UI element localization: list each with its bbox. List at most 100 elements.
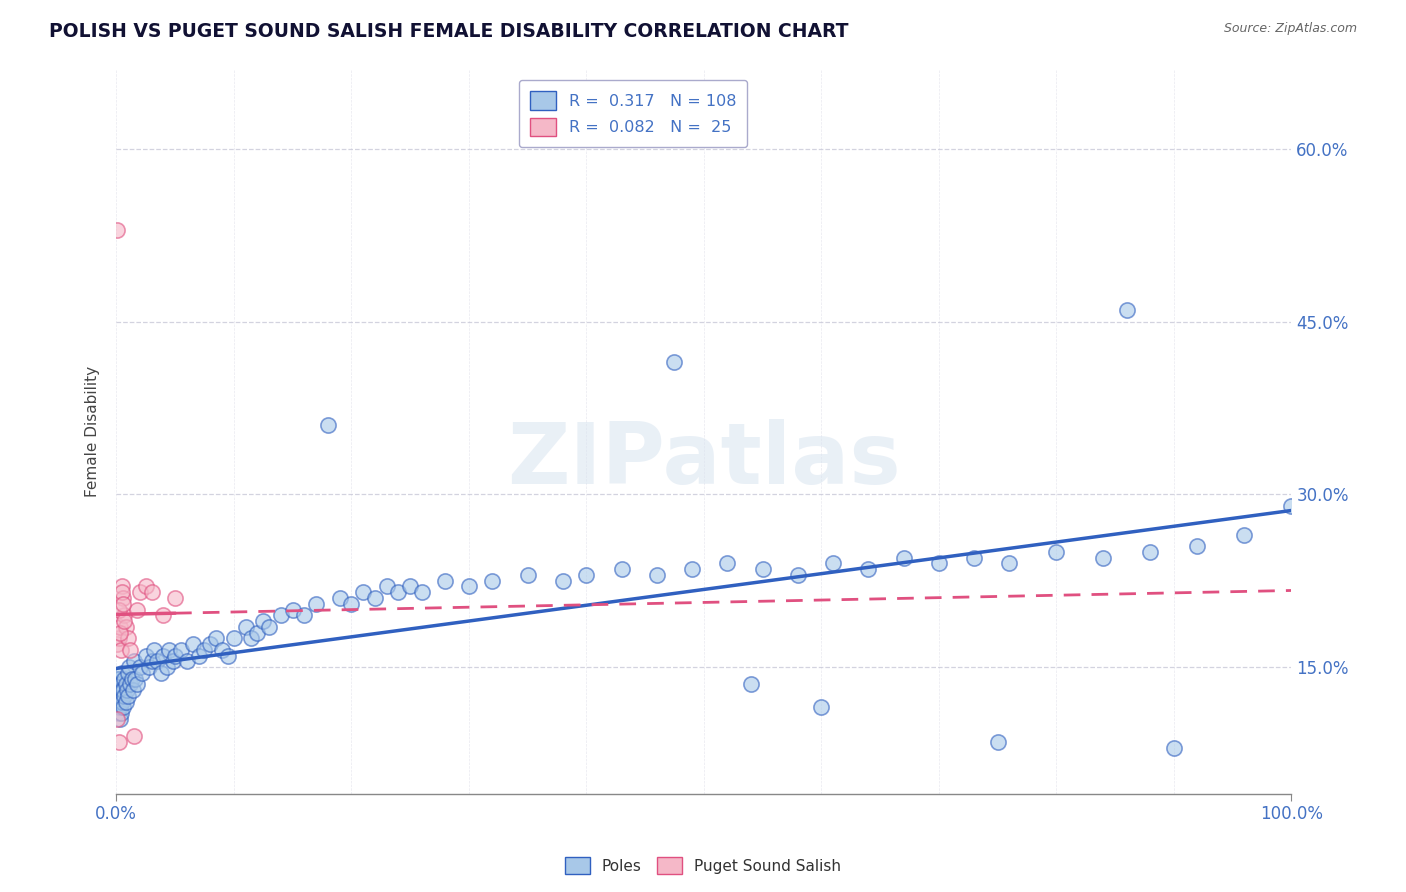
Point [117, 632, 139, 646]
Point [575, 568, 598, 582]
Point [107, 672, 129, 686]
Point [110, 677, 132, 691]
Point [110, 689, 132, 703]
Point [107, 700, 129, 714]
Point [107, 632, 129, 646]
Point [111, 683, 134, 698]
Point [138, 660, 160, 674]
Point [111, 665, 134, 680]
Point [205, 632, 228, 646]
Text: ZIPatlas: ZIPatlas [508, 418, 901, 501]
Point [375, 579, 398, 593]
Point [115, 683, 138, 698]
Point [135, 579, 157, 593]
Point [305, 597, 328, 611]
Point [112, 683, 135, 698]
Y-axis label: Female Disability: Female Disability [86, 366, 100, 497]
Point [1092, 550, 1115, 565]
Point [114, 620, 136, 634]
Point [163, 648, 186, 663]
Point [112, 591, 135, 605]
Point [1187, 539, 1209, 553]
Point [751, 562, 773, 576]
Point [146, 654, 169, 668]
Point [998, 557, 1021, 571]
Point [481, 574, 503, 588]
Point [329, 591, 352, 605]
Point [246, 625, 269, 640]
Point [117, 689, 139, 703]
Point [1233, 527, 1256, 541]
Point [110, 706, 132, 720]
Point [217, 648, 239, 663]
Point [1116, 303, 1139, 318]
Point [352, 585, 374, 599]
Point [114, 695, 136, 709]
Point [120, 642, 142, 657]
Point [1045, 545, 1067, 559]
Point [193, 642, 215, 657]
Point [108, 695, 131, 709]
Point [399, 579, 422, 593]
Point [107, 222, 129, 236]
Point [141, 654, 163, 668]
Point [107, 735, 129, 749]
Point [114, 608, 136, 623]
Point [364, 591, 387, 605]
Point [114, 689, 136, 703]
Point [858, 562, 880, 576]
Point [141, 585, 163, 599]
Point [240, 632, 263, 646]
Point [111, 579, 134, 593]
Point [211, 642, 233, 657]
Point [135, 648, 157, 663]
Point [963, 550, 986, 565]
Legend: Poles, Puget Sound Salish: Poles, Puget Sound Salish [560, 851, 846, 880]
Point [111, 585, 134, 599]
Point [108, 620, 131, 634]
Point [411, 585, 433, 599]
Point [110, 642, 132, 657]
Point [112, 700, 135, 714]
Point [516, 568, 538, 582]
Point [181, 637, 204, 651]
Point [176, 654, 198, 668]
Point [340, 597, 363, 611]
Point [107, 683, 129, 698]
Point [170, 642, 193, 657]
Point [252, 614, 274, 628]
Point [281, 602, 304, 616]
Point [117, 665, 139, 680]
Point [645, 568, 668, 582]
Point [1281, 499, 1303, 513]
Point [152, 608, 174, 623]
Point [551, 574, 574, 588]
Point [434, 574, 457, 588]
Point [823, 557, 845, 571]
Point [928, 557, 950, 571]
Point [122, 729, 145, 743]
Point [200, 637, 222, 651]
Point [127, 677, 149, 691]
Point [107, 637, 129, 651]
Point [222, 632, 245, 646]
Point [114, 614, 136, 628]
Point [810, 700, 832, 714]
Point [786, 568, 808, 582]
Point [292, 608, 315, 623]
Point [187, 648, 209, 663]
Point [257, 620, 280, 634]
Point [457, 579, 479, 593]
Point [121, 672, 143, 686]
Point [107, 672, 129, 686]
Point [156, 660, 179, 674]
Point [124, 672, 146, 686]
Point [111, 695, 134, 709]
Point [107, 677, 129, 691]
Point [108, 625, 131, 640]
Text: POLISH VS PUGET SOUND SALISH FEMALE DISABILITY CORRELATION CHART: POLISH VS PUGET SOUND SALISH FEMALE DISA… [49, 22, 849, 41]
Point [108, 712, 131, 726]
Point [610, 562, 633, 576]
Point [152, 648, 174, 663]
Text: Source: ZipAtlas.com: Source: ZipAtlas.com [1223, 22, 1357, 36]
